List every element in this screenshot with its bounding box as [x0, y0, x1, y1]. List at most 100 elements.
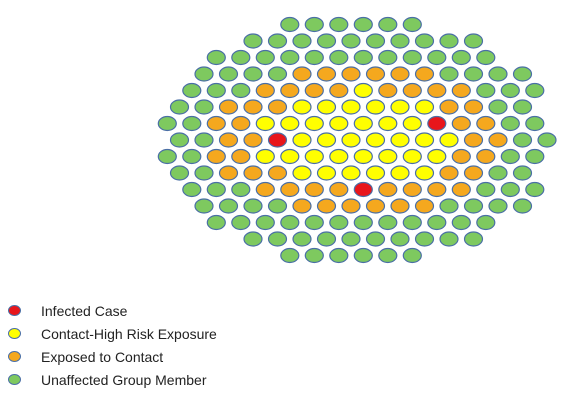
unaffected-member-dot — [439, 198, 459, 214]
unaffected-member-dot — [402, 247, 422, 264]
unaffected-member-dot — [304, 49, 324, 66]
unaffected-member-dot — [182, 115, 202, 132]
high-risk-contact-dot — [304, 115, 324, 132]
unaffected-member-dot — [427, 214, 447, 231]
unaffected-member-dot — [341, 33, 361, 49]
unaffected-member-dot — [267, 231, 288, 247]
high-risk-contact-dot — [316, 165, 337, 181]
exposed-contact-dot — [292, 66, 312, 82]
legend-label-high-risk: Contact-High Risk Exposure — [41, 325, 217, 342]
high-risk-contact-dot — [390, 165, 410, 181]
unaffected-member-dot — [439, 66, 459, 82]
unaffected-member-dot — [427, 49, 447, 66]
unaffected-member-dot — [488, 198, 508, 214]
unaffected-member-dot — [231, 49, 251, 66]
unaffected-member-dot — [488, 66, 508, 82]
unaffected-member-dot — [169, 132, 190, 148]
legend-item-exposed: Exposed to Contact — [8, 345, 217, 368]
unaffected-member-dot — [231, 82, 251, 99]
high-risk-contact-dot — [329, 148, 349, 165]
exposed-contact-dot — [488, 132, 508, 148]
high-risk-contact-dot — [316, 99, 337, 115]
high-risk-contact-dot — [365, 132, 386, 148]
unaffected-member-dot — [353, 49, 373, 66]
unaffected-member-dot — [463, 231, 484, 247]
unaffected-member-dot — [512, 66, 533, 82]
exposed-contact-dot — [218, 99, 239, 115]
exposed-contact-dot — [243, 132, 263, 148]
legend-item-infected: Infected Case — [8, 299, 217, 322]
unaffected-member-dot — [243, 66, 263, 82]
unaffected-member-dot — [255, 214, 275, 231]
unaffected-member-dot — [255, 49, 275, 66]
exposed-contact-dot — [390, 198, 410, 214]
legend-item-high-risk: Contact-High Risk Exposure — [8, 322, 217, 345]
legend-label-unaffected: Unaffected Group Member — [41, 371, 207, 388]
high-risk-contact-dot — [378, 148, 398, 165]
unaffected-member-dot — [512, 198, 533, 214]
unaffected-member-dot — [243, 231, 263, 247]
unaffected-member-dot — [463, 198, 484, 214]
unaffected-member-dot — [488, 165, 508, 181]
exposed-contact-dot — [427, 181, 447, 198]
high-risk-contact-dot — [414, 132, 435, 148]
unaffected-member-dot — [243, 198, 263, 214]
unaffected-member-dot — [169, 165, 190, 181]
exposed-contact-dot — [463, 99, 484, 115]
unaffected-member-dot — [525, 181, 545, 198]
unaffected-member-dot — [292, 33, 312, 49]
unaffected-member-dot — [402, 214, 422, 231]
unaffected-member-dot — [280, 247, 300, 264]
exposed-contact-dot — [378, 181, 398, 198]
infected-case-dot — [353, 181, 373, 198]
exposed-contact-dot — [243, 165, 263, 181]
unaffected-member-dot — [157, 115, 177, 132]
high-risk-contact-marker — [8, 328, 21, 339]
exposed-contact-dot — [267, 165, 288, 181]
unaffected-member-dot — [304, 214, 324, 231]
unaffected-member-dot — [378, 16, 398, 33]
exposed-contact-dot — [316, 198, 337, 214]
unaffected-member-dot — [194, 99, 214, 115]
unaffected-member-dot — [206, 214, 226, 231]
unaffected-member-dot — [218, 66, 239, 82]
exposed-contact-dot — [451, 181, 471, 198]
high-risk-contact-dot — [353, 82, 373, 99]
exposed-contact-dot — [463, 165, 484, 181]
unaffected-member-dot — [353, 214, 373, 231]
unaffected-member-dot — [316, 33, 337, 49]
exposed-contact-dot — [451, 115, 471, 132]
high-risk-contact-dot — [414, 165, 435, 181]
unaffected-member-dot — [341, 231, 361, 247]
unaffected-member-dot — [243, 33, 263, 49]
legend-label-exposed: Exposed to Contact — [41, 348, 164, 365]
exposed-contact-dot — [451, 148, 471, 165]
exposed-contact-dot — [365, 198, 386, 214]
exposed-contact-dot — [218, 165, 239, 181]
high-risk-contact-dot — [353, 148, 373, 165]
exposed-contact-dot — [414, 198, 435, 214]
high-risk-contact-dot — [292, 165, 312, 181]
unaffected-member-dot — [512, 132, 533, 148]
exposed-contact-dot — [451, 82, 471, 99]
unaffected-member-dot — [206, 49, 226, 66]
unaffected-member-dot — [280, 214, 300, 231]
unaffected-member-dot — [500, 82, 520, 99]
unaffected-member-dot — [231, 214, 251, 231]
exposed-contact-dot — [255, 181, 275, 198]
exposed-contact-dot — [255, 82, 275, 99]
high-risk-contact-dot — [414, 99, 435, 115]
high-risk-contact-dot — [292, 132, 312, 148]
exposed-contact-dot — [231, 148, 251, 165]
unaffected-member-dot — [182, 82, 202, 99]
unaffected-member-dot — [476, 181, 496, 198]
unaffected-member-dot — [194, 198, 214, 214]
unaffected-member-dot — [182, 181, 202, 198]
unaffected-member-dot — [390, 231, 410, 247]
exposed-contact-dot — [365, 66, 386, 82]
unaffected-member-dot — [304, 16, 324, 33]
infected-case-marker — [8, 305, 21, 316]
exposed-contact-dot — [390, 66, 410, 82]
unaffected-member-dot — [329, 247, 349, 264]
exposed-contact-dot — [231, 115, 251, 132]
